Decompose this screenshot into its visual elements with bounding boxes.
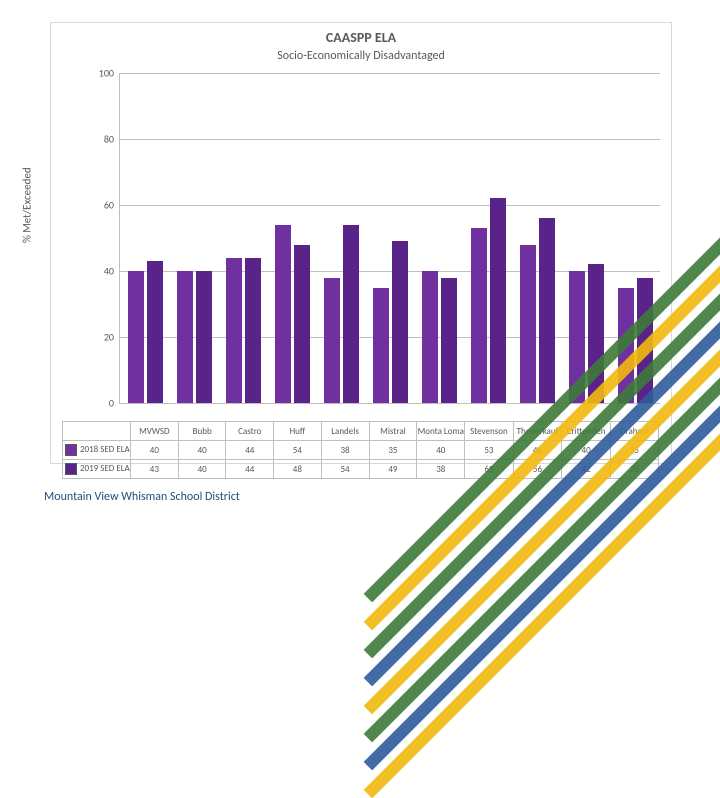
bar — [245, 258, 261, 403]
legend-swatch — [65, 444, 77, 456]
bar — [471, 228, 487, 403]
bar — [618, 288, 634, 404]
bar — [373, 288, 389, 404]
y-tick-label: 100 — [99, 67, 120, 80]
bar — [490, 198, 506, 403]
y-tick-label: 20 — [104, 331, 120, 344]
bar — [539, 218, 555, 403]
bar — [324, 278, 340, 403]
chart-container: CAASPP ELA Socio-Economically Disadvanta… — [50, 22, 672, 464]
bar — [128, 271, 144, 403]
y-tick-label: 80 — [104, 133, 120, 146]
bar — [520, 245, 536, 403]
bar — [177, 271, 193, 403]
bar — [392, 241, 408, 403]
footer-text: Mountain View Whisman School District — [44, 490, 240, 504]
table-row: MVWSDBubbCastroHuffLandelsMistralMonta L… — [63, 422, 659, 441]
bar — [343, 225, 359, 403]
bar — [422, 271, 438, 403]
bar — [196, 271, 212, 403]
table-row: 2019 SED ELA4340444854493862564238 — [63, 460, 659, 479]
bar — [294, 245, 310, 403]
y-axis-label: % Met/Exceeded — [21, 167, 34, 243]
y-tick-label: 60 — [104, 199, 120, 212]
bar — [441, 278, 457, 403]
bar — [637, 278, 653, 403]
bars — [120, 73, 660, 403]
slide: CAASPP ELA Socio-Economically Disadvanta… — [0, 0, 720, 540]
chart-subtitle: Socio-Economically Disadvantaged — [51, 49, 671, 63]
bar — [588, 264, 604, 403]
bar — [275, 225, 291, 403]
y-tick-label: 40 — [104, 265, 120, 278]
chart-title: CAASPP ELA — [51, 29, 671, 46]
series-name: 2019 SED ELA — [80, 463, 130, 474]
y-tick-label: 0 — [109, 397, 120, 410]
legend-swatch — [65, 463, 77, 475]
series-name: 2018 SED ELA — [80, 444, 130, 455]
plot-area: 020406080100 — [119, 73, 660, 404]
data-table: MVWSDBubbCastroHuffLandelsMistralMonta L… — [62, 421, 659, 479]
bar — [147, 261, 163, 403]
bar — [226, 258, 242, 403]
bar — [569, 271, 585, 403]
table-row: 2018 SED ELA4040445438354053484035 — [63, 441, 659, 460]
